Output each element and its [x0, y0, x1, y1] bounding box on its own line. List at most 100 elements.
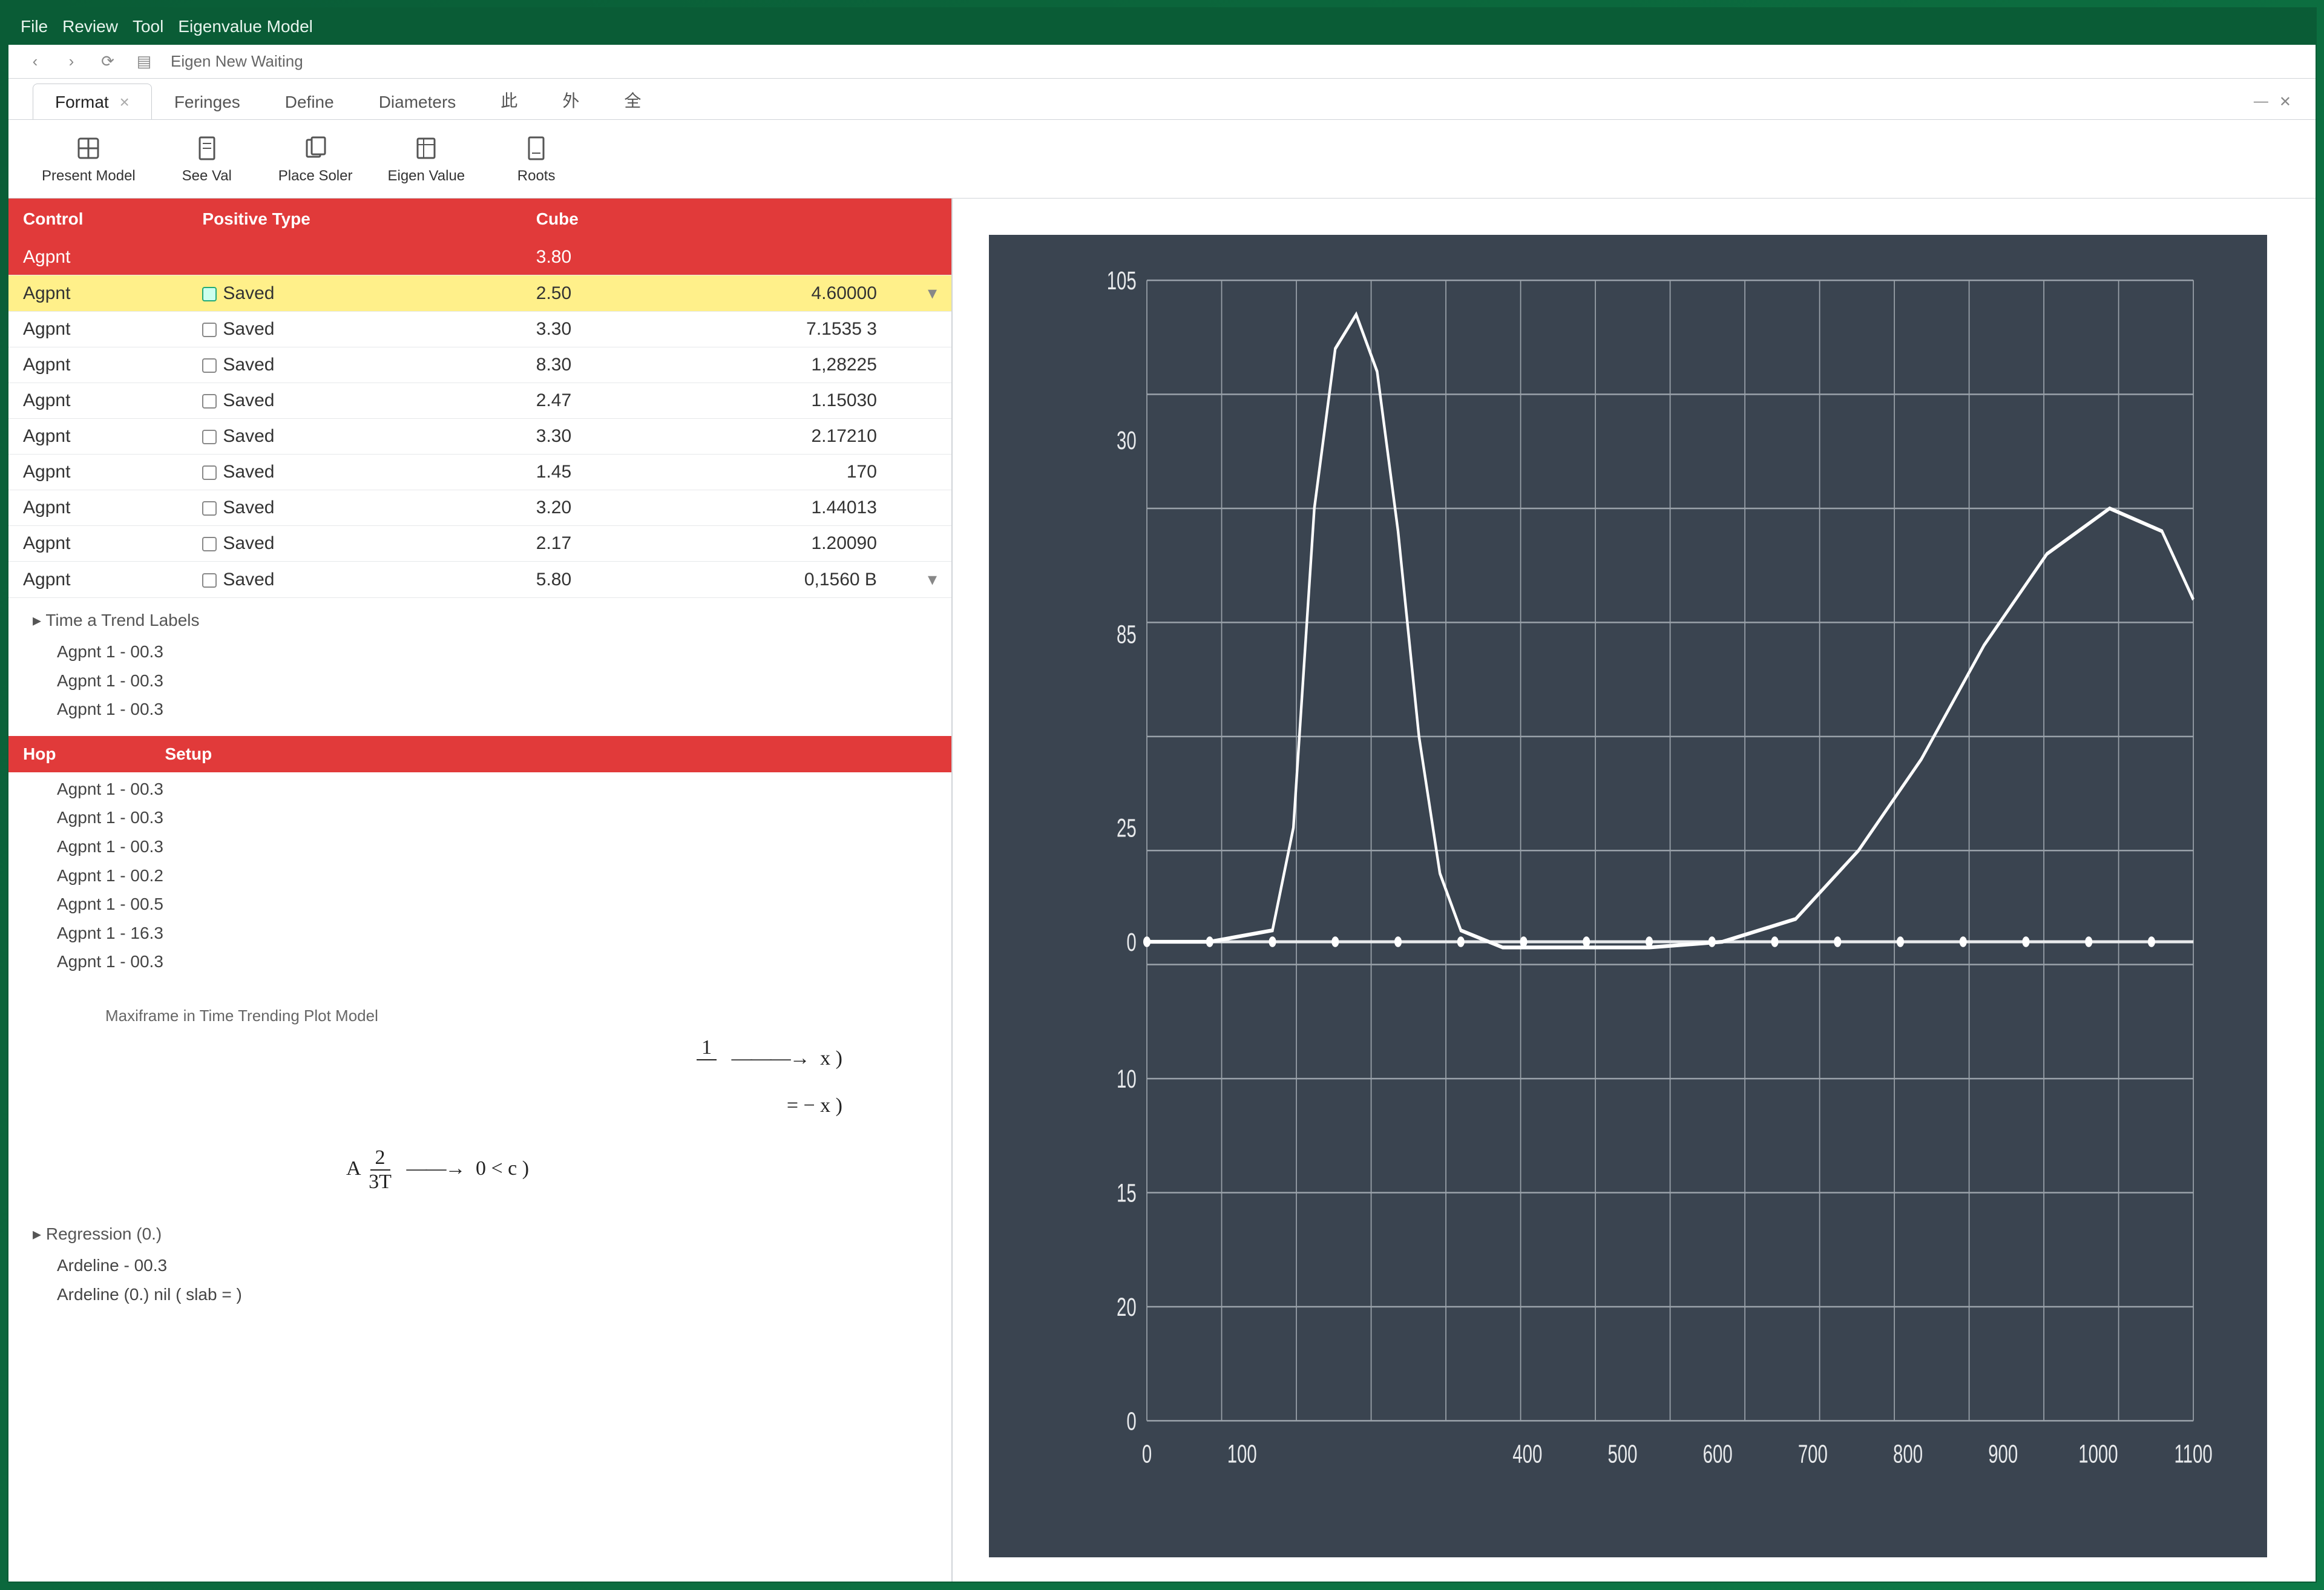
list-item[interactable]: Agpnt 1 - 00.3 — [57, 832, 937, 861]
checkbox-icon[interactable] — [202, 358, 217, 373]
layers-button[interactable]: Place Soler — [269, 126, 362, 192]
table-row[interactable]: AgpntSaved2.171.20090 — [8, 526, 951, 562]
right-pane: 1053085250101520001004005006007008009001… — [953, 199, 2316, 1582]
list-item[interactable]: Agpnt 1 - 00.3 — [57, 775, 937, 804]
table-row[interactable]: AgpntSaved1.45170 — [8, 455, 951, 490]
grid-icon — [74, 134, 103, 163]
tab-define[interactable]: Define — [263, 84, 356, 119]
subheader-hop-setup: Hop Setup — [8, 736, 951, 772]
svg-text:85: 85 — [1117, 620, 1137, 649]
table-header-row: Control Positive Type Cube — [8, 199, 951, 240]
formula-area: Maxiframe in Time Trending Plot Model 1 … — [8, 988, 951, 1212]
ribbon-toolbar: Present Model See Val Place Soler Eigen Val… — [8, 120, 2316, 199]
ribbon-label: Roots — [517, 168, 556, 185]
regression-list: Ardeline - 00.3Ardeline (0.) nil ( slab … — [8, 1249, 951, 1321]
nav-back-icon[interactable]: ‹ — [25, 52, 45, 71]
checkbox-icon[interactable] — [202, 323, 217, 337]
svg-text:600: 600 — [1703, 1439, 1733, 1468]
svg-text:400: 400 — [1512, 1439, 1542, 1468]
menu-review[interactable]: Review — [62, 17, 118, 36]
menu-model[interactable]: Eigenvalue Model — [178, 17, 313, 36]
trend-label-list: Agpnt 1 - 00.3Agpnt 1 - 00.3Agpnt 1 - 00… — [8, 635, 951, 736]
formula-line-1b: = − x ) — [787, 1094, 842, 1117]
page-button[interactable]: Roots — [491, 126, 582, 192]
subheader-hop: Hop — [23, 744, 56, 764]
table-row[interactable]: AgpntSaved2.471.15030 — [8, 383, 951, 419]
list-item[interactable]: Agpnt 1 - 00.3 — [57, 803, 937, 832]
sheet-icon — [412, 134, 441, 163]
sheet-button[interactable]: Eigen Value — [378, 126, 474, 192]
svg-text:100: 100 — [1227, 1439, 1257, 1468]
table-row[interactable]: AgpntSaved5.800,1560 B▾ — [8, 562, 951, 598]
list-item[interactable]: Agpnt 1 - 00.3 — [57, 637, 937, 666]
tab-diameters[interactable]: Diameters — [356, 84, 479, 119]
breadcrumb: Eigen New Waiting — [171, 52, 303, 71]
setup-list: Agpnt 1 - 00.3Agpnt 1 - 00.3Agpnt 1 - 00… — [8, 772, 951, 988]
table-row[interactable]: AgpntSaved3.201.44013 — [8, 490, 951, 526]
list-item[interactable]: Agpnt 1 - 00.2 — [57, 861, 937, 890]
grid-button[interactable]: Present Model — [33, 126, 145, 192]
chart-svg: 1053085250101520001004005006007008009001… — [1074, 265, 2225, 1497]
list-item[interactable]: Ardeline - 00.3 — [57, 1251, 937, 1280]
col-cube[interactable]: Cube — [522, 199, 665, 240]
checkbox-icon[interactable] — [202, 394, 217, 409]
minimize-icon[interactable]: — — [2254, 93, 2268, 111]
tab-feringes[interactable]: Feringes — [152, 84, 263, 119]
menu-tool[interactable]: Tool — [133, 17, 163, 36]
table-row[interactable]: AgpntSaved8.301,28225 — [8, 347, 951, 383]
svg-text:15: 15 — [1117, 1178, 1137, 1207]
left-pane: Control Positive Type Cube Agpnt3.80Agpn… — [8, 199, 953, 1582]
app-window: File Review Tool Eigenvalue Model ‹ › ⟳ … — [7, 7, 2317, 1583]
svg-text:10: 10 — [1117, 1065, 1137, 1094]
checkbox-icon[interactable] — [202, 573, 217, 588]
svg-text:800: 800 — [1893, 1439, 1923, 1468]
chart-panel: 1053085250101520001004005006007008009001… — [989, 235, 2267, 1557]
doc-icon: ▤ — [134, 52, 154, 71]
list-item[interactable]: Agpnt 1 - 16.3 — [57, 919, 937, 948]
col-blank — [463, 199, 521, 240]
checkbox-icon[interactable] — [202, 537, 217, 551]
ribbon-label: See Val — [182, 168, 232, 185]
ribbon-label: Eigen Value — [387, 168, 465, 185]
svg-text:25: 25 — [1117, 813, 1137, 843]
tab-glyph-1[interactable]: 此 — [478, 79, 540, 119]
svg-text:0: 0 — [1126, 928, 1136, 957]
svg-text:1100: 1100 — [2175, 1439, 2213, 1468]
menu-file[interactable]: File — [21, 17, 48, 36]
tab-format[interactable]: Format × — [33, 84, 152, 119]
col-caret — [913, 199, 951, 240]
list-item[interactable]: Agpnt 1 - 00.3 — [57, 947, 937, 976]
document-icon — [192, 134, 222, 163]
desktop: File Review Tool Eigenvalue Model ‹ › ⟳ … — [0, 0, 2324, 1590]
list-item[interactable]: Ardeline (0.) nil ( slab = ) — [57, 1280, 937, 1309]
document-button[interactable]: See Val — [162, 126, 252, 192]
breadcrumb-bar: ‹ › ⟳ ▤ Eigen New Waiting — [8, 45, 2316, 79]
checkbox-icon[interactable] — [202, 465, 217, 480]
svg-text:0: 0 — [1142, 1439, 1152, 1468]
list-item[interactable]: Agpnt 1 - 00.3 — [57, 695, 937, 724]
list-item[interactable]: Agpnt 1 - 00.5 — [57, 890, 937, 919]
svg-text:1000: 1000 — [2078, 1439, 2118, 1468]
tab-glyph-2[interactable]: 外 — [540, 79, 602, 119]
col-control[interactable]: Control — [8, 199, 188, 240]
nav-fwd-icon[interactable]: › — [62, 52, 81, 71]
close-icon[interactable]: ✕ — [2279, 93, 2291, 111]
checkbox-icon[interactable] — [202, 430, 217, 444]
ribbon-label: Present Model — [42, 168, 136, 185]
tab-window-controls: — ✕ — [2254, 93, 2291, 119]
layers-icon — [301, 134, 330, 163]
table-row[interactable]: AgpntSaved3.307.1535 3 — [8, 312, 951, 347]
nav-refresh-icon[interactable]: ⟳ — [98, 52, 117, 71]
titlebar: File Review Tool Eigenvalue Model — [8, 8, 2316, 45]
list-item[interactable]: Agpnt 1 - 00.3 — [57, 666, 937, 695]
tab-glyph-3[interactable]: 全 — [602, 79, 663, 119]
table-row[interactable]: Agpnt3.80 — [8, 240, 951, 275]
checkbox-icon[interactable] — [202, 501, 217, 516]
col-value — [665, 199, 913, 240]
col-positive-type[interactable]: Positive Type — [188, 199, 463, 240]
table-row[interactable]: AgpntSaved2.504.60000▾ — [8, 275, 951, 312]
formula-caption: Maxiframe in Time Trending Plot Model — [33, 1007, 378, 1025]
page-icon — [522, 134, 551, 163]
table-row[interactable]: AgpntSaved3.302.17210 — [8, 419, 951, 455]
checkbox-icon[interactable] — [202, 287, 217, 301]
